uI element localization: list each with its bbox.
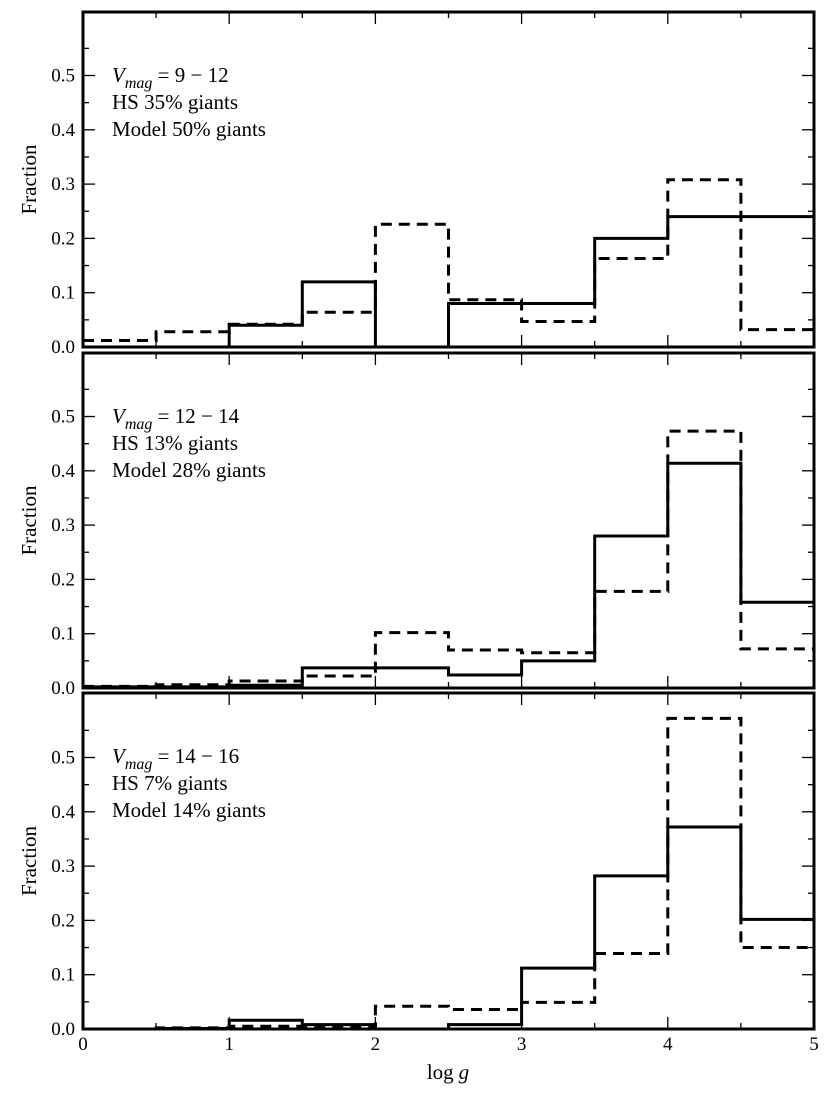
x-tick-label: 2 [371, 1034, 381, 1055]
hs-giants-label: HS 35% giants [112, 90, 238, 114]
magnitude-range: = 12 − 14 [152, 404, 239, 428]
panel-frame [81, 351, 816, 690]
y-tick-label: 0.1 [51, 283, 75, 304]
y-tick-label: 0.0 [51, 337, 75, 358]
model-giants-label: Model 14% giants [112, 798, 266, 822]
y-tick-label: 0.4 [51, 461, 75, 482]
magnitude-range-label: Vmag = 9 − 12 [112, 63, 229, 92]
magnitude-range: = 9 − 12 [152, 63, 228, 87]
y-tick-label: 0.3 [51, 856, 75, 877]
y-tick-label: 0.2 [51, 228, 75, 249]
y-tick-labels: 0.0 0.1 0.2 0.3 0.4 0.5 [51, 407, 75, 700]
magnitude-subscript: mag [125, 756, 153, 773]
panel-bottom: 0.0 0.1 0.2 0.3 0.4 0.5 Fraction Vmag = 14 − 16… [17, 691, 816, 1041]
x-axis-title: log g [427, 1060, 469, 1084]
x-axis-title-log: log [427, 1060, 454, 1084]
magnitude-symbol: V [112, 744, 127, 768]
y-axis-title: Fraction [17, 485, 41, 555]
y-axis-title: Fraction [17, 826, 41, 896]
magnitude-subscript: mag [125, 75, 153, 92]
y-axis-title: Fraction [17, 144, 41, 214]
y-tick-labels: 0.0 0.1 0.2 0.3 0.4 0.5 [51, 66, 75, 359]
hs-giants-label: HS 13% giants [112, 431, 238, 455]
magnitude-symbol: V [112, 63, 127, 87]
x-tick-labels: 0 1 2 3 4 5 [78, 1034, 819, 1055]
y-tick-label: 0.1 [51, 965, 75, 986]
y-tick-label: 0.5 [51, 407, 75, 428]
y-tick-label: 0.2 [51, 569, 75, 590]
panel-frame [81, 10, 816, 349]
y-tick-label: 0.3 [51, 174, 75, 195]
y-tick-label: 0.3 [51, 515, 75, 536]
hs-giants-label: HS 7% giants [112, 771, 228, 795]
model-histogram-line [83, 461, 814, 689]
y-tick-label: 0.0 [51, 678, 75, 699]
panel-middle: 0.0 0.1 0.2 0.3 0.4 0.5 Fraction Vmag = 12 − 14… [17, 351, 816, 700]
x-tick-label: 3 [517, 1034, 527, 1055]
magnitude-range-label: Vmag = 14 − 16 [112, 744, 239, 773]
model-giants-label: Model 28% giants [112, 458, 266, 482]
magnitude-symbol: V [112, 404, 127, 428]
x-tick-label: 5 [809, 1034, 819, 1055]
hs-histogram-line [83, 178, 814, 342]
y-tick-label: 0.4 [51, 120, 75, 141]
y-tick-label: 0.1 [51, 624, 75, 645]
panel-frame [81, 691, 816, 1031]
magnitude-range-label: Vmag = 12 − 14 [112, 404, 240, 433]
model-giants-label: Model 50% giants [112, 117, 266, 141]
magnitude-subscript: mag [125, 416, 153, 433]
hs-histogram-line [83, 429, 814, 688]
y-tick-labels: 0.0 0.1 0.2 0.3 0.4 0.5 [51, 748, 75, 1041]
y-tick-label: 0.5 [51, 66, 75, 87]
x-axis-title-var: g [459, 1060, 470, 1084]
y-tick-label: 0.2 [51, 910, 75, 931]
x-tick-label: 1 [224, 1034, 234, 1055]
magnitude-range: = 14 − 16 [152, 744, 239, 768]
y-tick-label: 0.4 [51, 802, 75, 823]
y-tick-label: 0.0 [51, 1019, 75, 1040]
x-tick-label: 0 [78, 1034, 88, 1055]
x-tick-label: 4 [663, 1034, 673, 1055]
y-tick-label: 0.5 [51, 748, 75, 769]
model-histogram-line [83, 825, 814, 1031]
